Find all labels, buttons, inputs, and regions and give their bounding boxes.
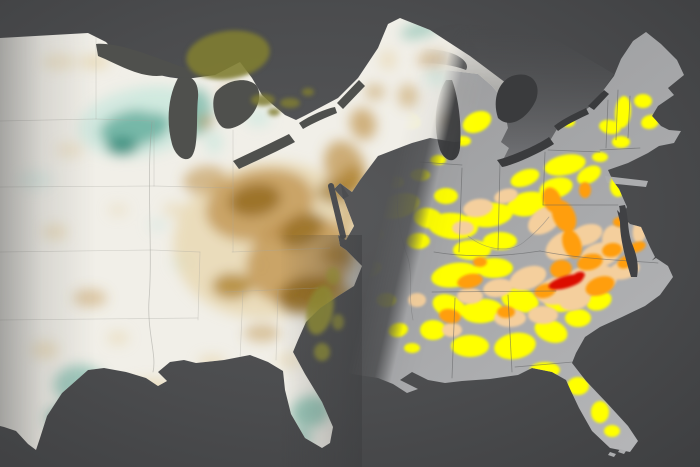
- mississippi-river: [148, 121, 155, 373]
- state-borders: [419, 89, 659, 379]
- chesapeake-bay: [617, 205, 638, 277]
- drought-map-content: [330, 23, 684, 457]
- drought-d3-layer: [548, 271, 585, 290]
- great-lakes: [352, 47, 609, 167]
- rivers: [396, 167, 550, 321]
